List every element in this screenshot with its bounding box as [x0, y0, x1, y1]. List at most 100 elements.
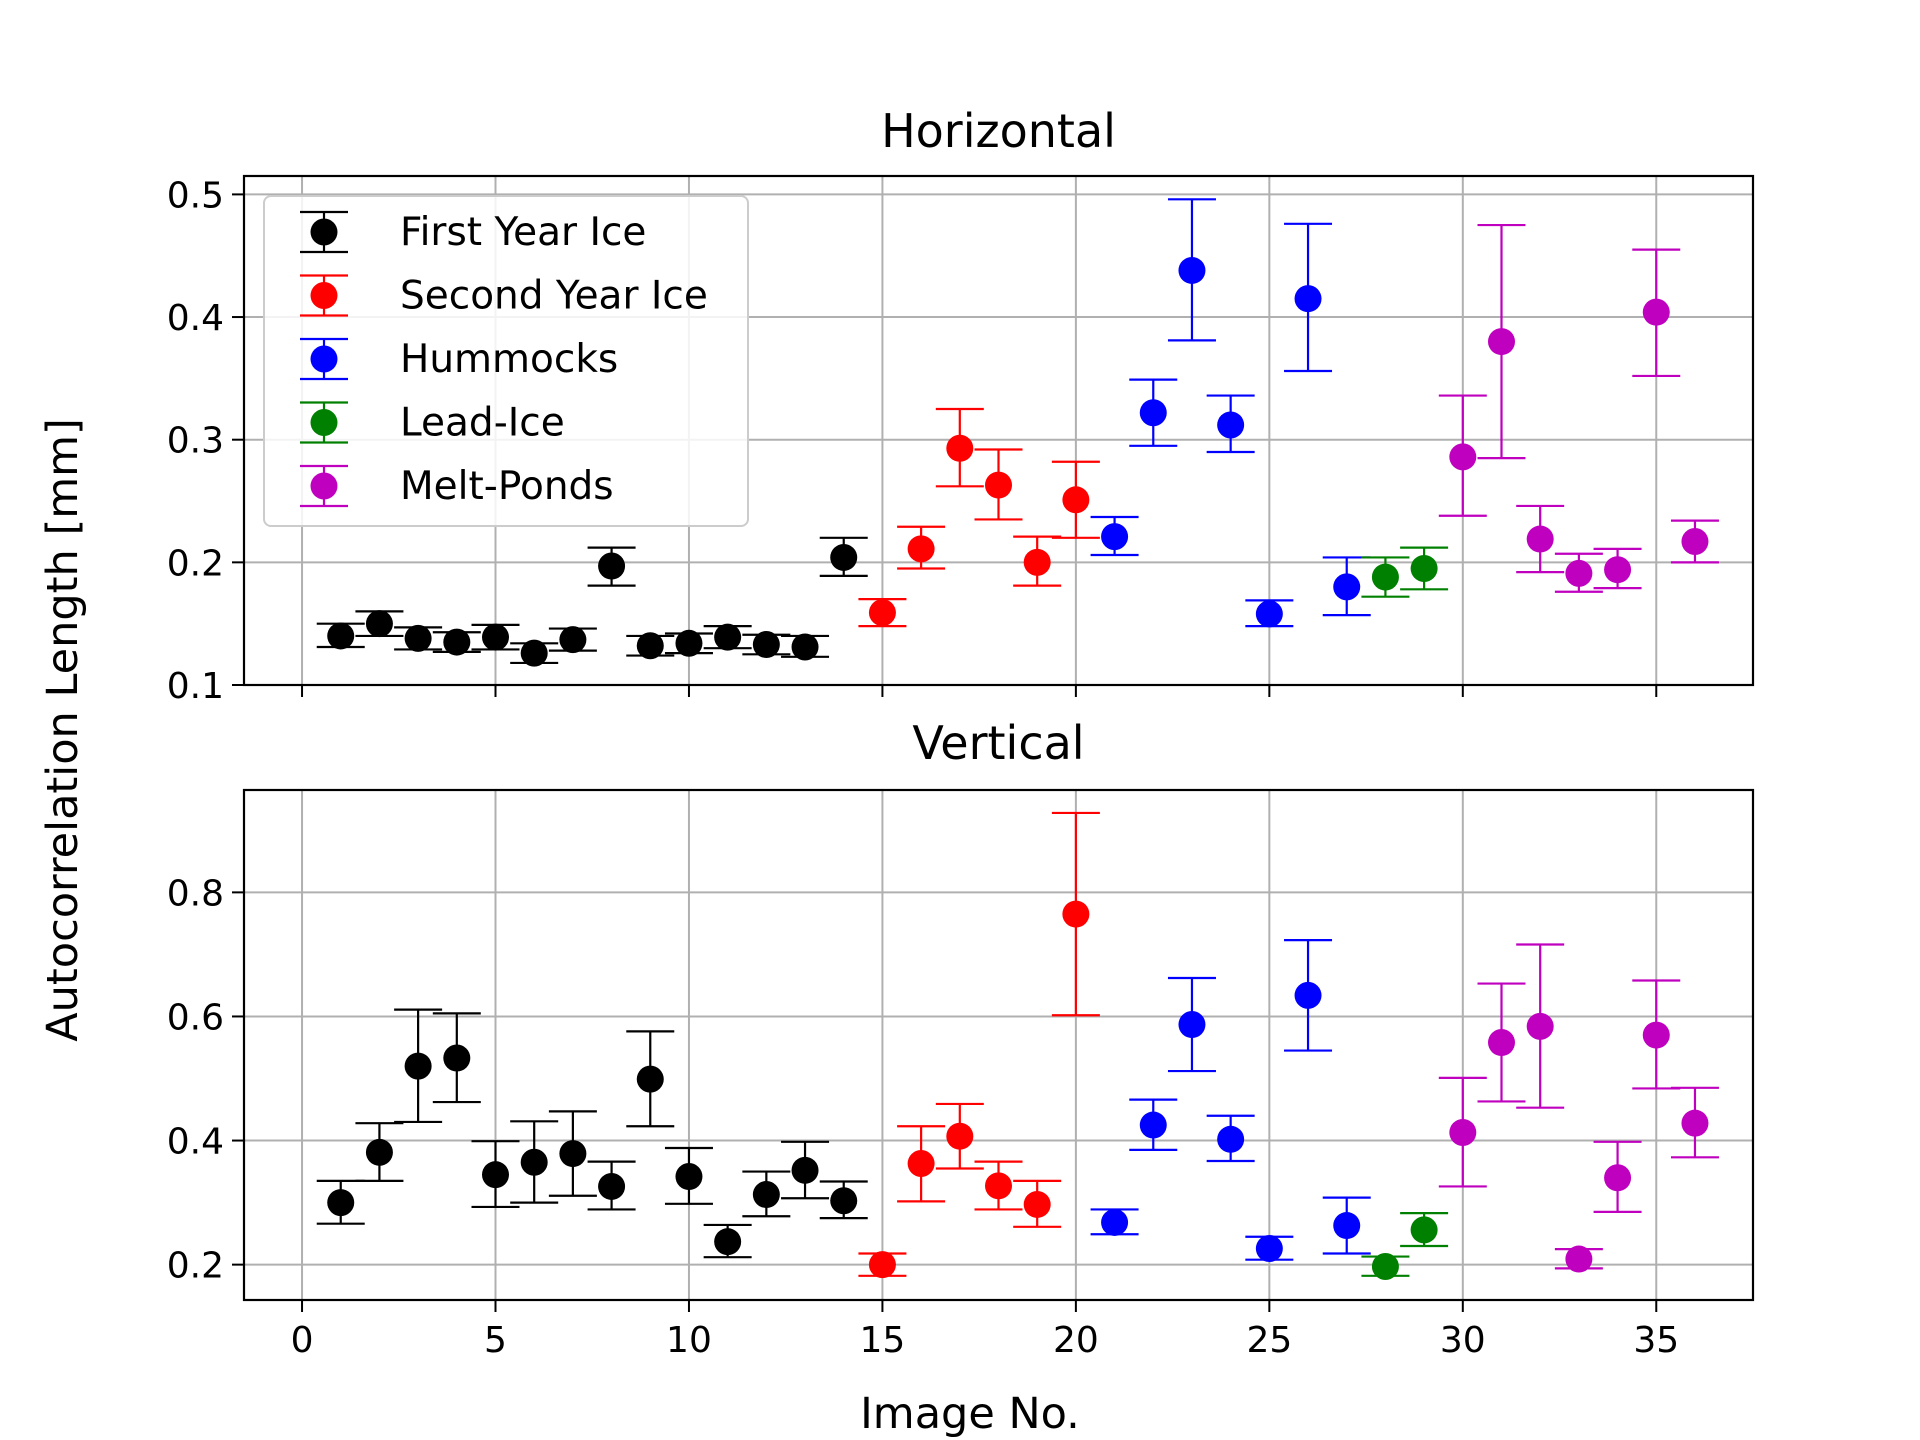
data-point: [520, 639, 548, 667]
legend-label: Hummocks: [400, 337, 618, 382]
legend: First Year Ice Second Year Ice Hummocks Lea…: [263, 195, 749, 527]
legend-item: First Year Ice: [300, 210, 646, 255]
data-point: [1565, 559, 1593, 587]
panel-horizontal: Horizontal 0.1 0.2 0.3 0.4 0.5 First Year Ice S…: [167, 104, 1755, 707]
x-tick-label: 0: [291, 1320, 314, 1361]
data-point: [1488, 1029, 1515, 1057]
x-tick-label: 5: [484, 1320, 507, 1361]
data-point: [1139, 399, 1167, 427]
legend-marker: [310, 218, 338, 246]
data-point: [714, 623, 742, 651]
data-point: [1294, 981, 1322, 1009]
data-point: [1101, 1208, 1129, 1236]
data-point: [985, 471, 1012, 499]
data-point: [752, 1181, 780, 1209]
plot-frame: [242, 174, 1755, 687]
legend-label: Second Year Ice: [400, 274, 708, 319]
data-points: [316, 811, 1719, 1280]
y-tick-label: 0.4: [167, 298, 224, 339]
panels: Horizontal 0.1 0.2 0.3 0.4 0.5 First Year Ice S…: [167, 104, 1755, 1361]
data-point: [985, 1172, 1012, 1200]
x-tick-label: 35: [1633, 1320, 1679, 1361]
data-point: [830, 543, 858, 571]
data-point: [1023, 1190, 1051, 1218]
data-point: [1139, 1111, 1167, 1139]
panel-title: Vertical: [912, 716, 1084, 770]
data-point: [443, 1044, 471, 1072]
data-point: [1178, 1011, 1206, 1039]
data-point: [559, 1140, 587, 1168]
data-point: [868, 599, 896, 627]
data-point: [327, 1189, 355, 1217]
legend-item: Melt-Ponds: [300, 464, 614, 509]
data-point: [1449, 443, 1477, 471]
x-tick-label: 10: [666, 1320, 712, 1361]
data-point: [1681, 527, 1709, 555]
data-point: [598, 1172, 626, 1200]
data-point: [443, 628, 471, 656]
data-point: [327, 622, 355, 650]
data-point: [1681, 1109, 1709, 1137]
legend-marker: [310, 409, 338, 436]
data-point: [1604, 1164, 1632, 1192]
data-point: [1023, 548, 1051, 576]
data-point: [1255, 1235, 1283, 1263]
y-tick-label: 0.2: [167, 543, 224, 584]
data-point: [636, 632, 664, 660]
y-axis-label: Autocorrelation Length [mm]: [38, 418, 88, 1042]
data-point: [675, 1163, 703, 1191]
y-tick-label: 0.1: [167, 666, 224, 707]
x-tick-label: 30: [1440, 1320, 1486, 1361]
data-point: [1565, 1245, 1593, 1273]
legend-item: Second Year Ice: [300, 274, 708, 319]
data-point: [1062, 486, 1090, 514]
data-point: [1526, 525, 1554, 553]
data-point: [1255, 600, 1283, 628]
legend-marker: [310, 345, 338, 373]
x-tick-label: 25: [1246, 1320, 1292, 1361]
legend-item: Lead-Ice: [300, 401, 565, 446]
legend-item: Hummocks: [300, 337, 618, 382]
data-point: [1488, 328, 1515, 356]
y-tick-label: 0.8: [167, 873, 224, 914]
y-tick-label: 0.5: [167, 175, 224, 216]
data-point: [752, 631, 780, 659]
data-point: [868, 1251, 896, 1279]
data-point: [791, 633, 819, 661]
y-tick-label: 0.6: [167, 997, 224, 1038]
data-point: [830, 1187, 858, 1215]
data-point: [1294, 285, 1322, 313]
data-point: [482, 623, 509, 651]
data-point: [520, 1148, 548, 1176]
panel-vertical: Vertical 0.2 0.4 0.6 0.8 0 5 10 15 20 25 30 35: [167, 716, 1755, 1361]
data-point: [404, 1052, 432, 1080]
data-point: [636, 1065, 664, 1093]
legend-label: Melt-Ponds: [400, 464, 614, 509]
data-point: [1449, 1118, 1477, 1146]
x-tick-label: 15: [860, 1320, 906, 1361]
data-point: [714, 1228, 742, 1256]
data-point: [1410, 1216, 1438, 1244]
data-point: [1178, 256, 1206, 284]
data-point: [1642, 298, 1670, 326]
data-point: [1371, 563, 1399, 591]
data-point: [1333, 573, 1361, 601]
data-point: [365, 610, 393, 638]
data-point: [675, 629, 703, 657]
data-point: [907, 1150, 935, 1178]
data-point: [1604, 556, 1632, 584]
x-tick-label: 20: [1053, 1320, 1099, 1361]
data-point: [1333, 1212, 1361, 1240]
data-point: [946, 1122, 974, 1150]
data-point: [907, 535, 935, 563]
data-point: [1642, 1021, 1670, 1049]
panel-title: Horizontal: [881, 104, 1116, 158]
data-point: [598, 552, 626, 580]
data-point: [1101, 523, 1129, 551]
data-point: [404, 624, 432, 652]
data-point: [791, 1156, 819, 1184]
y-tick-label: 0.2: [167, 1246, 224, 1287]
legend-frame: [263, 195, 749, 527]
data-point: [946, 434, 974, 462]
